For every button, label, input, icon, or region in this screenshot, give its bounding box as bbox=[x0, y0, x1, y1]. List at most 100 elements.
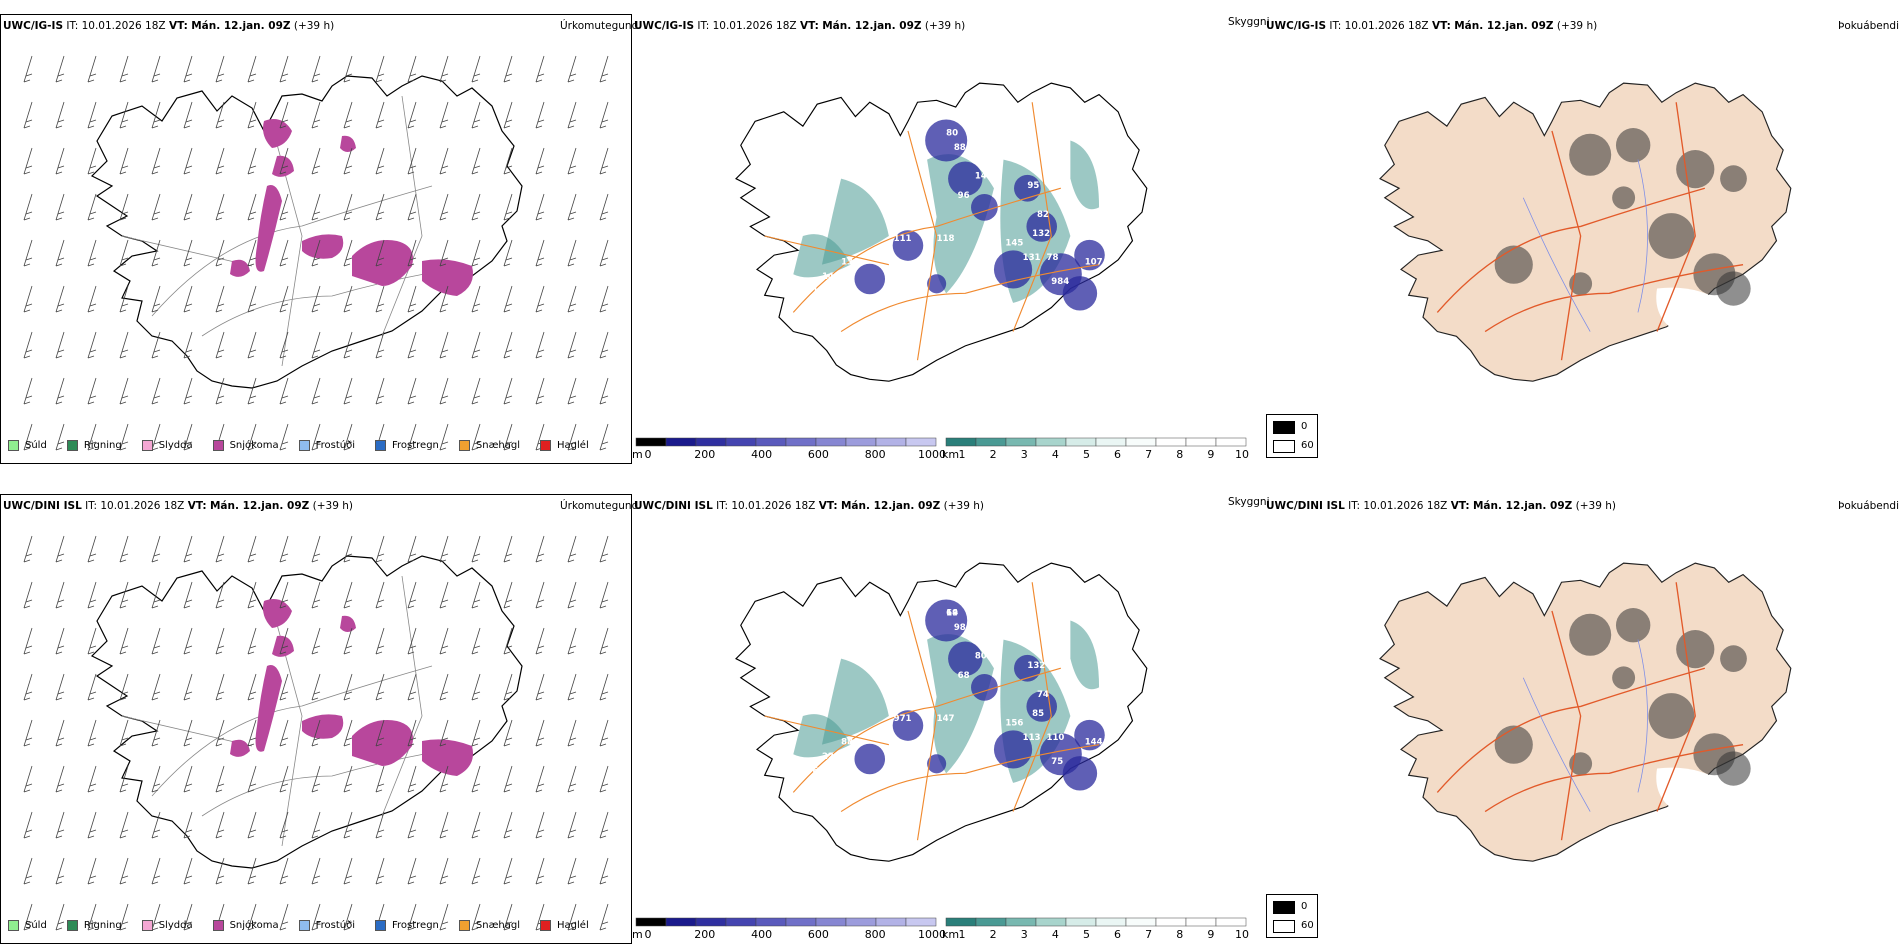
colorbar-segment bbox=[1005, 917, 1037, 927]
colorbar-segment bbox=[1035, 917, 1067, 927]
wind-barb bbox=[247, 903, 257, 931]
wind-barb bbox=[439, 627, 449, 655]
fog-legend-black-swatch bbox=[1273, 421, 1295, 434]
wind-barb bbox=[183, 903, 193, 931]
legend-swatch bbox=[458, 920, 470, 931]
lead-time: (+39 h) bbox=[943, 500, 984, 512]
fog-blob bbox=[1716, 751, 1751, 786]
snow-depth-area bbox=[1014, 654, 1041, 682]
wind-barb bbox=[119, 581, 129, 609]
wind-barb bbox=[119, 239, 129, 267]
panel-header: UWC/IG-IS IT: 10.01.2026 18Z VT: Mán. 12… bbox=[3, 20, 334, 32]
colorbar-tick-label: 8 bbox=[1176, 928, 1183, 941]
snow-depth-label: 131 bbox=[1023, 253, 1041, 263]
glacier-white-area bbox=[1656, 767, 1724, 812]
wind-barb bbox=[439, 285, 449, 313]
colorbar-tick-label: 6 bbox=[1114, 928, 1121, 941]
colorbar-tick-label: 1 bbox=[959, 448, 966, 461]
wind-barb bbox=[407, 193, 417, 221]
visibility-area bbox=[821, 658, 889, 745]
valid-time: Mán. 12.jan. 09Z bbox=[822, 20, 922, 32]
fog-blob bbox=[1720, 645, 1747, 673]
wind-barb bbox=[151, 193, 161, 221]
wind-barb bbox=[471, 627, 481, 655]
colorbar-tick-label: 10 bbox=[1235, 928, 1249, 941]
colorbar-segment bbox=[1155, 437, 1187, 447]
wind-barb bbox=[311, 239, 321, 267]
colorbar-unit: km bbox=[942, 928, 959, 941]
wind-barb bbox=[215, 239, 225, 267]
wind-barb bbox=[151, 55, 161, 83]
snow-depth-label: 98 bbox=[954, 623, 966, 633]
snow-depth-area bbox=[925, 599, 968, 642]
snow-depth-label: 118 bbox=[937, 234, 955, 244]
snow-depth-area bbox=[971, 673, 998, 701]
legend-label: Frostregn bbox=[392, 920, 439, 931]
wind-barb bbox=[599, 55, 609, 83]
wind-barb bbox=[215, 581, 225, 609]
visibility-area bbox=[793, 234, 851, 278]
snow-depth-label: 75 bbox=[889, 272, 901, 282]
fog-legend-white-label: 60 bbox=[1301, 920, 1314, 931]
wind-barb bbox=[407, 377, 417, 405]
colorbar-segment bbox=[1125, 437, 1157, 447]
wind-barb bbox=[311, 423, 321, 451]
wind-barb bbox=[567, 377, 577, 405]
colorbar-tick-label: 800 bbox=[865, 928, 886, 941]
wind-barb bbox=[311, 673, 321, 701]
wind-barb bbox=[311, 581, 321, 609]
wind-barb bbox=[599, 535, 609, 563]
wind-barb bbox=[407, 239, 417, 267]
wind-barb bbox=[247, 101, 257, 129]
wind-barb bbox=[87, 627, 97, 655]
wind-barb bbox=[535, 627, 545, 655]
fog-legend-black-swatch bbox=[1273, 901, 1295, 914]
wind-barb bbox=[119, 331, 129, 359]
wind-barb bbox=[343, 193, 353, 221]
snowfall-area bbox=[255, 185, 282, 272]
wind-barb bbox=[375, 101, 385, 129]
snow-depth-label: 88 bbox=[841, 738, 853, 748]
wind-barb bbox=[215, 377, 225, 405]
wind-barb bbox=[151, 285, 161, 313]
wind-barb bbox=[247, 673, 257, 701]
wind-barb bbox=[87, 331, 97, 359]
snow-depth-label: 113 bbox=[1023, 733, 1041, 743]
colorbar-segment bbox=[1155, 917, 1187, 927]
height-colorbar: m 0 200 400 600 800 1000 bbox=[632, 437, 946, 461]
legend-label: Frostúði bbox=[315, 440, 355, 451]
colorbar-tick-label: 4 bbox=[1052, 448, 1059, 461]
fog-indicator-map bbox=[1379, 562, 1792, 862]
wind-barb bbox=[119, 101, 129, 129]
wind-barb bbox=[503, 535, 513, 563]
legend-swatch bbox=[298, 440, 310, 451]
colorbar-segment bbox=[1095, 917, 1127, 927]
wind-barb bbox=[439, 535, 449, 563]
wind-barb bbox=[375, 377, 385, 405]
snow-depth-label: 147 bbox=[937, 714, 955, 724]
wind-barb bbox=[503, 193, 513, 221]
colorbar-tick-label: 5 bbox=[1083, 448, 1090, 461]
wind-barb bbox=[87, 55, 97, 83]
colorbar-segment bbox=[695, 437, 727, 447]
valid-time: Mán. 12.jan. 09Z bbox=[840, 500, 941, 512]
snowfall-area bbox=[255, 665, 282, 752]
wind-barb bbox=[215, 331, 225, 359]
wind-barb bbox=[183, 331, 193, 359]
fog-legend-box: 0 60 bbox=[1266, 414, 1318, 458]
wind-barb bbox=[471, 423, 481, 451]
colorbar-segment bbox=[725, 917, 757, 927]
wind-barb bbox=[439, 55, 449, 83]
wind-barb bbox=[279, 581, 289, 609]
precip-panel-title: Úrkomutegund bbox=[560, 500, 639, 512]
colorbar-tick-label: 3 bbox=[1021, 928, 1028, 941]
wind-barb bbox=[599, 857, 609, 885]
wind-barb bbox=[23, 811, 33, 839]
wind-barb bbox=[375, 627, 385, 655]
wind-barb bbox=[215, 193, 225, 221]
precip-panel-frame bbox=[0, 494, 632, 944]
wind-barb bbox=[407, 903, 417, 931]
wind-barb bbox=[535, 765, 545, 793]
wind-barb bbox=[311, 765, 321, 793]
